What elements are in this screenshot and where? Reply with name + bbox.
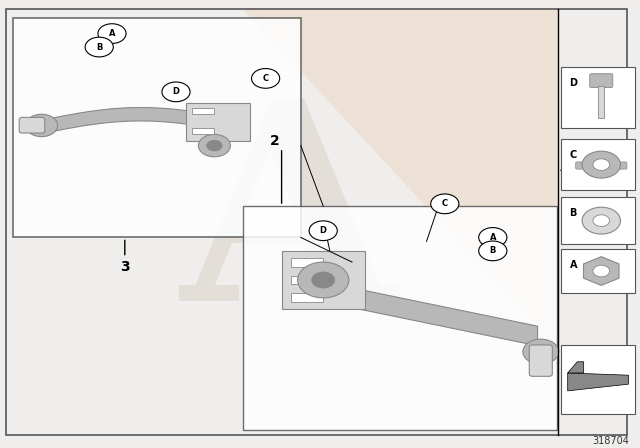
Text: B: B — [490, 246, 496, 255]
Text: A: A — [180, 90, 396, 358]
Circle shape — [593, 265, 610, 277]
FancyBboxPatch shape — [561, 197, 635, 244]
FancyBboxPatch shape — [282, 251, 365, 309]
Text: B: B — [96, 43, 102, 52]
FancyBboxPatch shape — [192, 128, 214, 134]
FancyBboxPatch shape — [19, 117, 45, 133]
Circle shape — [523, 339, 559, 364]
Circle shape — [582, 151, 621, 178]
Text: C: C — [262, 74, 269, 83]
FancyBboxPatch shape — [561, 67, 635, 128]
Text: 318704: 318704 — [593, 436, 630, 446]
FancyBboxPatch shape — [291, 293, 323, 302]
FancyBboxPatch shape — [13, 18, 301, 237]
Circle shape — [207, 140, 222, 151]
Circle shape — [85, 37, 113, 57]
Text: A: A — [109, 29, 115, 38]
Polygon shape — [320, 281, 538, 346]
Text: 3: 3 — [120, 259, 130, 274]
FancyBboxPatch shape — [561, 139, 635, 190]
Polygon shape — [568, 373, 628, 391]
Text: 1: 1 — [574, 163, 584, 177]
Text: D: D — [320, 226, 326, 235]
Text: C: C — [570, 150, 577, 160]
FancyBboxPatch shape — [561, 249, 635, 293]
Polygon shape — [243, 9, 558, 349]
Text: A: A — [570, 260, 577, 270]
Circle shape — [582, 207, 621, 234]
Circle shape — [298, 262, 349, 298]
Circle shape — [593, 159, 610, 171]
FancyBboxPatch shape — [590, 73, 613, 88]
Circle shape — [312, 272, 335, 288]
FancyBboxPatch shape — [576, 162, 627, 169]
FancyBboxPatch shape — [598, 86, 605, 118]
Text: D: D — [173, 87, 179, 96]
Polygon shape — [38, 108, 243, 134]
Circle shape — [479, 228, 507, 247]
Circle shape — [26, 114, 58, 137]
Circle shape — [252, 69, 280, 88]
Polygon shape — [584, 257, 619, 285]
Circle shape — [198, 134, 230, 157]
FancyBboxPatch shape — [529, 345, 552, 376]
Circle shape — [98, 24, 126, 43]
FancyBboxPatch shape — [186, 103, 250, 141]
Text: B: B — [570, 208, 577, 218]
Text: A: A — [490, 233, 496, 242]
FancyBboxPatch shape — [561, 345, 635, 414]
Circle shape — [431, 194, 459, 214]
FancyBboxPatch shape — [291, 276, 323, 284]
Text: D: D — [570, 78, 578, 88]
Polygon shape — [568, 362, 584, 373]
Text: C: C — [442, 199, 448, 208]
Circle shape — [162, 82, 190, 102]
Circle shape — [479, 241, 507, 261]
Circle shape — [309, 221, 337, 241]
FancyBboxPatch shape — [243, 206, 557, 430]
Text: 2: 2 — [270, 134, 280, 148]
FancyBboxPatch shape — [192, 108, 214, 114]
Circle shape — [593, 215, 610, 227]
FancyBboxPatch shape — [291, 258, 323, 267]
